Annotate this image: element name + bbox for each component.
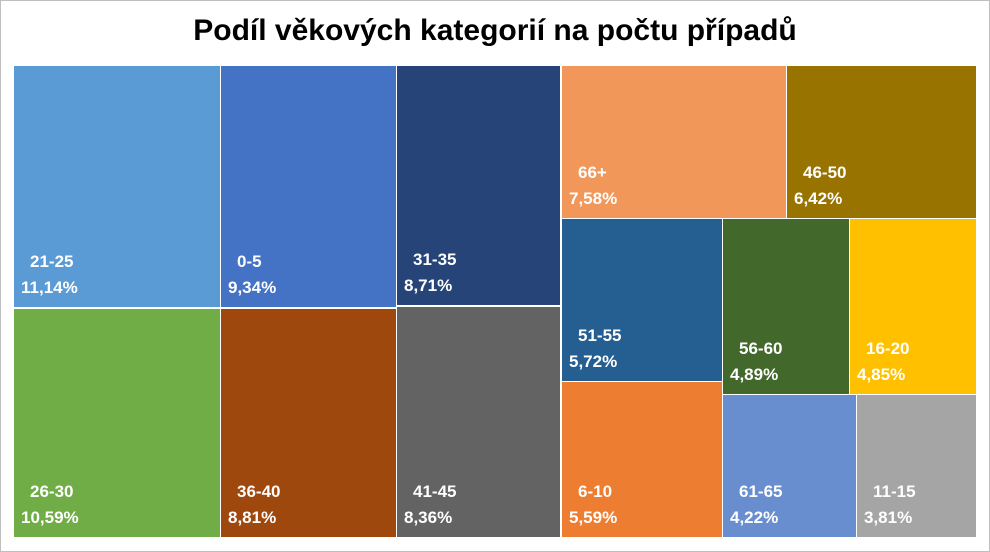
treemap-rect-51-55 bbox=[562, 219, 722, 381]
category-label: 16-20 bbox=[866, 339, 909, 358]
treemap-cell-26-30: 26-30 10,59% bbox=[14, 309, 220, 537]
category-label: 26-30 bbox=[30, 482, 73, 501]
treemap-rect-36-40 bbox=[221, 309, 396, 537]
category-label: 0-5 bbox=[237, 252, 262, 271]
category-label: 46-50 bbox=[803, 163, 846, 182]
treemap-cell-41-45: 41-45 8,36% bbox=[397, 307, 560, 537]
category-label: 51-55 bbox=[578, 326, 621, 345]
value-label: 4,22% bbox=[730, 508, 778, 527]
value-label: 4,85% bbox=[857, 365, 905, 384]
value-label: 9,34% bbox=[228, 278, 276, 297]
treemap-cell-11-15: 11-15 3,81% bbox=[857, 395, 976, 537]
treemap-rect-56-60 bbox=[723, 219, 849, 394]
category-label: 21-25 bbox=[30, 252, 73, 271]
treemap-cell-6-10: 6-10 5,59% bbox=[562, 382, 722, 537]
value-label: 5,72% bbox=[569, 352, 617, 371]
treemap-cell-61-65: 61-65 4,22% bbox=[723, 395, 856, 537]
category-label: 36-40 bbox=[237, 482, 280, 501]
treemap-cell-31-35: 31-35 8,71% bbox=[397, 66, 560, 305]
treemap-cell-51-55: 51-55 5,72% bbox=[562, 219, 722, 381]
value-label: 4,89% bbox=[730, 365, 778, 384]
category-label: 41-45 bbox=[413, 482, 456, 501]
treemap-rect-26-30 bbox=[14, 309, 220, 537]
value-label: 8,81% bbox=[228, 508, 276, 527]
treemap-cell-36-40: 36-40 8,81% bbox=[221, 309, 396, 537]
value-label: 8,36% bbox=[404, 508, 452, 527]
chart-title: Podíl věkových kategorií na počtu případ… bbox=[193, 14, 797, 47]
value-label: 6,42% bbox=[794, 189, 842, 208]
value-label: 10,59% bbox=[21, 508, 79, 527]
category-label: 31-35 bbox=[413, 250, 456, 269]
category-label: 11-15 bbox=[873, 482, 916, 501]
value-label: 8,71% bbox=[404, 276, 452, 295]
treemap-rect-6-10 bbox=[562, 382, 722, 537]
treemap-cell-66plus: 66+ 7,58% bbox=[562, 66, 786, 218]
category-label: 61-65 bbox=[739, 482, 782, 501]
treemap-rect-46-50 bbox=[787, 66, 976, 218]
value-label: 11,14% bbox=[21, 278, 78, 297]
category-label: 56-60 bbox=[739, 339, 782, 358]
value-label: 3,81% bbox=[864, 508, 912, 527]
treemap-rect-11-15 bbox=[857, 395, 976, 537]
treemap-rect-41-45 bbox=[397, 307, 560, 537]
category-label: 6-10 bbox=[578, 482, 612, 501]
treemap-cell-46-50: 46-50 6,42% bbox=[787, 66, 976, 218]
treemap-cell-16-20: 16-20 4,85% bbox=[850, 219, 976, 394]
treemap-rect-0-5 bbox=[221, 66, 396, 307]
treemap-cell-0-5: 0-5 9,34% bbox=[221, 66, 396, 307]
value-label: 5,59% bbox=[569, 508, 617, 527]
treemap-cell-56-60: 56-60 4,89% bbox=[723, 219, 849, 394]
treemap-rect-21-25 bbox=[14, 66, 220, 307]
treemap-rect-16-20 bbox=[850, 219, 976, 394]
treemap-rect-31-35 bbox=[397, 66, 560, 305]
treemap-rect-66plus bbox=[562, 66, 786, 218]
treemap-rect-61-65 bbox=[723, 395, 856, 537]
treemap-cell-21-25: 21-25 11,14% bbox=[14, 66, 220, 307]
category-label: 66+ bbox=[578, 163, 607, 182]
value-label: 7,58% bbox=[569, 189, 617, 208]
